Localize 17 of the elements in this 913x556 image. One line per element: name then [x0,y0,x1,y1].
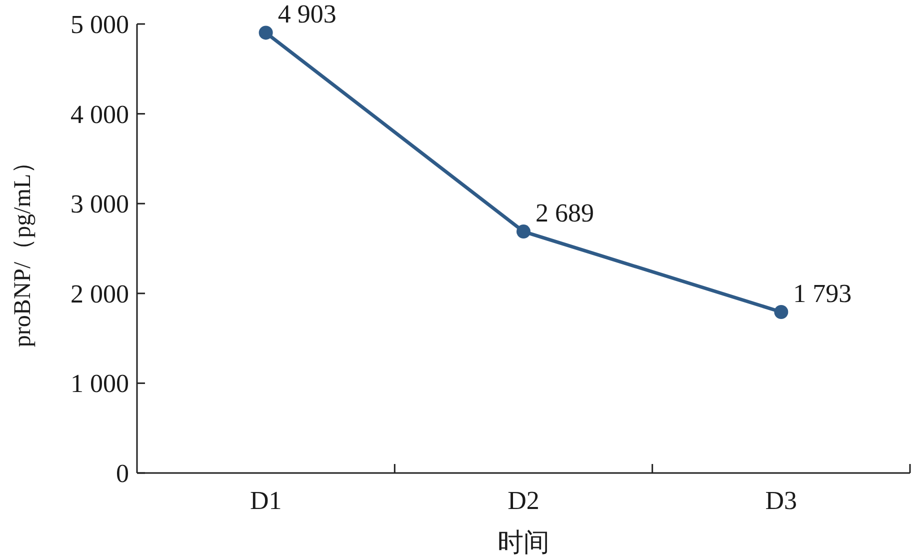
data-label: 4 903 [278,0,336,29]
point [516,224,530,239]
x-axis-title: 时间 [498,528,550,556]
data-label: 1 793 [793,278,852,308]
point [258,26,273,40]
x-tick-label: D1 [250,486,282,515]
x-tick-label: D2 [508,486,540,515]
y-tick-label: 1 000 [70,369,129,398]
y-axis-title: proBNP/（pg/mL） [10,150,36,348]
data-label: 2 689 [536,198,594,228]
x-tick-label: D3 [765,486,798,515]
y-tick-label: 3 000 [70,190,129,219]
y-tick-label: 5 000 [70,10,129,39]
y-tick-label: 4 000 [70,100,129,129]
y-tick-label: 2 000 [70,279,129,308]
y-tick-label: 0 [116,459,129,488]
point [774,304,788,319]
